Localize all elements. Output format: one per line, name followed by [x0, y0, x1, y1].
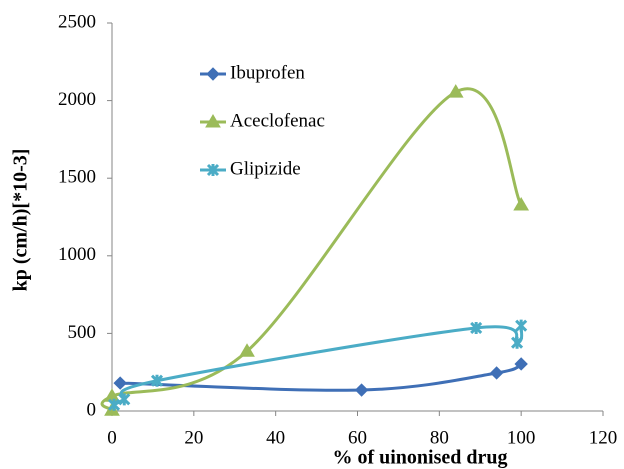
- y-axis-label: kp (cm/h)[*10-3]: [10, 149, 32, 292]
- data-point: [447, 84, 464, 98]
- x-tick-label: 80: [430, 427, 449, 448]
- y-tick-label: 1500: [58, 167, 96, 188]
- x-tick-label: 120: [589, 427, 618, 448]
- data-point: [514, 357, 528, 371]
- y-tick-label: 2500: [58, 11, 96, 32]
- data-point: [470, 321, 483, 335]
- legend-label: Glipizide: [230, 158, 301, 179]
- data-point: [513, 197, 530, 211]
- data-point: [515, 319, 528, 332]
- x-tick-label: 60: [348, 427, 367, 448]
- data-point: [511, 336, 524, 349]
- data-point: [118, 393, 131, 406]
- legend-marker: [205, 114, 221, 128]
- data-point: [107, 398, 121, 411]
- series-line: [120, 362, 522, 392]
- y-tick-label: 2000: [58, 89, 96, 110]
- data-point: [489, 366, 504, 380]
- series-line: [100, 87, 523, 412]
- x-tick-label: 20: [184, 427, 203, 448]
- legend-label: Ibuprofen: [230, 62, 305, 83]
- y-tick-label: 0: [87, 399, 97, 420]
- x-tick-label: 0: [107, 427, 117, 448]
- data-point: [150, 374, 164, 387]
- legend-marker: [206, 67, 220, 81]
- x-tick-label: 100: [507, 427, 536, 448]
- y-tick-label: 500: [68, 322, 97, 343]
- x-tick-label: 40: [266, 427, 285, 448]
- data-point: [239, 343, 255, 357]
- data-point: [354, 383, 369, 397]
- legend-marker: [206, 163, 220, 177]
- y-tick-label: 1000: [58, 244, 96, 265]
- data-point: [113, 376, 127, 390]
- x-axis-label: % of uinonised drug: [332, 447, 507, 469]
- series-line: [113, 325, 524, 407]
- legend-label: Aceclofenac: [230, 110, 325, 131]
